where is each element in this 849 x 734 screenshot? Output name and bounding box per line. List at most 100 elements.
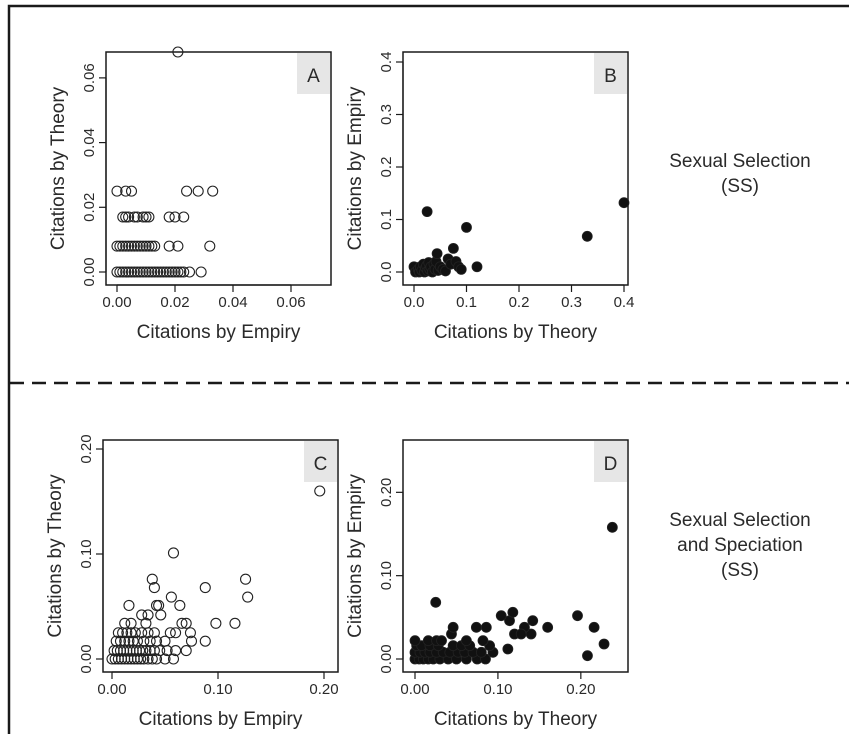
data-point [140, 211, 152, 223]
data-point [146, 266, 158, 278]
x-tick-label: 0.02 [160, 294, 189, 311]
panel-b: B 0.0 0.1 0.2 0.3 0.4 0.0 0.1 0.2 0.3 0.4 Citations… [345, 51, 634, 343]
data-point [180, 617, 192, 629]
data-point [502, 643, 514, 655]
data-point [123, 240, 135, 252]
row-label-top-line-2: (SS) [721, 176, 759, 197]
data-point [128, 240, 140, 252]
panel-label: C [314, 454, 328, 475]
data-point [157, 266, 169, 278]
y-tick-label: 0.04 [81, 128, 98, 157]
data-point [606, 521, 618, 533]
data-point [199, 582, 211, 594]
row-label-bottom-line-3: (SS) [721, 560, 759, 581]
data-point [170, 645, 182, 657]
data-point [153, 599, 165, 612]
outer-frame [7, 4, 849, 734]
data-point [199, 635, 211, 647]
data-point [155, 609, 167, 621]
data-point [137, 240, 149, 252]
data-point [117, 211, 129, 223]
data-point [120, 185, 132, 197]
x-tick-label: 0.00 [97, 681, 126, 698]
data-point [477, 635, 489, 647]
x-tick-label: 0.06 [276, 294, 305, 311]
data-point [114, 635, 127, 647]
data-point [111, 240, 123, 252]
row-label-top: Sexual Selection (SS) [640, 149, 840, 199]
y-tick-label: 0.2 [378, 157, 395, 178]
data-point [480, 621, 492, 633]
y-axis-title: Citations by Empiry [345, 86, 366, 250]
data-point [470, 621, 482, 633]
chart-panels: A 0.00 0.02 0.04 0.06 0.00 0.02 0.04 0.06 Citatio… [45, 46, 634, 730]
x-tick-label: 0.10 [483, 681, 512, 698]
data-point [127, 635, 139, 647]
panel-d: D 0.00 0.10 0.20 0.00 0.10 0.20 Citations by Th… [345, 439, 629, 730]
data-point [117, 266, 129, 278]
x-tick-label: 0.1 [456, 294, 477, 311]
y-tick-label: 0.06 [81, 63, 98, 92]
x-axis-title: Citations by Theory [434, 709, 598, 730]
x-tick-label: 0.00 [400, 681, 429, 698]
data-point [507, 606, 519, 618]
data-point [114, 240, 126, 252]
x-tick-label: 0.10 [203, 681, 232, 698]
data-point [471, 261, 483, 273]
data-point [143, 240, 155, 252]
y-tick-label: 0.00 [81, 257, 98, 286]
y-tick-label: 0.20 [78, 434, 95, 463]
x-tick-label: 0.3 [561, 294, 582, 311]
data-point [163, 211, 175, 223]
data-point [314, 485, 326, 497]
panel-label: D [604, 454, 618, 475]
data-point [125, 240, 138, 252]
data-point [137, 266, 149, 278]
y-tick-label: 0.20 [378, 478, 395, 507]
data-point [174, 599, 186, 612]
data-point [123, 211, 135, 223]
data-point [150, 599, 163, 612]
data-point [110, 635, 122, 647]
data-point [495, 610, 507, 622]
data-point [159, 635, 171, 647]
x-tick-label: 0.2 [509, 294, 530, 311]
panel-label-bg [297, 53, 330, 94]
data-point [475, 646, 487, 658]
data-point [150, 635, 163, 647]
data-point [131, 211, 143, 223]
data-point [421, 206, 433, 218]
y-tick-label: 0.0 [378, 262, 395, 283]
x-axis-title: Citations by Empiry [139, 709, 303, 730]
row-label-bottom: Sexual Selection and Speciation (SS) [640, 508, 840, 583]
y-axis-title: Citations by Empiry [345, 474, 366, 638]
x-tick-label: 0.0 [404, 294, 425, 311]
y-tick-label: 0.00 [378, 644, 395, 673]
data-point [447, 242, 459, 254]
x-tick-label: 0.20 [566, 681, 595, 698]
data-point [149, 266, 161, 278]
data-point [148, 582, 160, 594]
data-point [176, 617, 188, 629]
data-point [455, 263, 467, 275]
data-point [170, 627, 182, 639]
data-point [154, 266, 167, 278]
data-point [178, 266, 190, 278]
data-point [183, 266, 196, 278]
data-point [172, 46, 184, 58]
data-point [159, 653, 171, 665]
data-point [240, 573, 252, 585]
data-point [120, 240, 132, 252]
row-label-bottom-line-2: and Speciation [677, 535, 803, 556]
data-point [119, 635, 131, 647]
panel-label-bg [304, 441, 337, 482]
data-point [129, 627, 141, 639]
data-point [582, 650, 593, 662]
data-point [618, 197, 630, 209]
data-point [163, 240, 175, 252]
data-point [229, 617, 241, 629]
data-point [143, 211, 155, 223]
panel-label: B [604, 66, 617, 87]
data-point [146, 240, 158, 252]
